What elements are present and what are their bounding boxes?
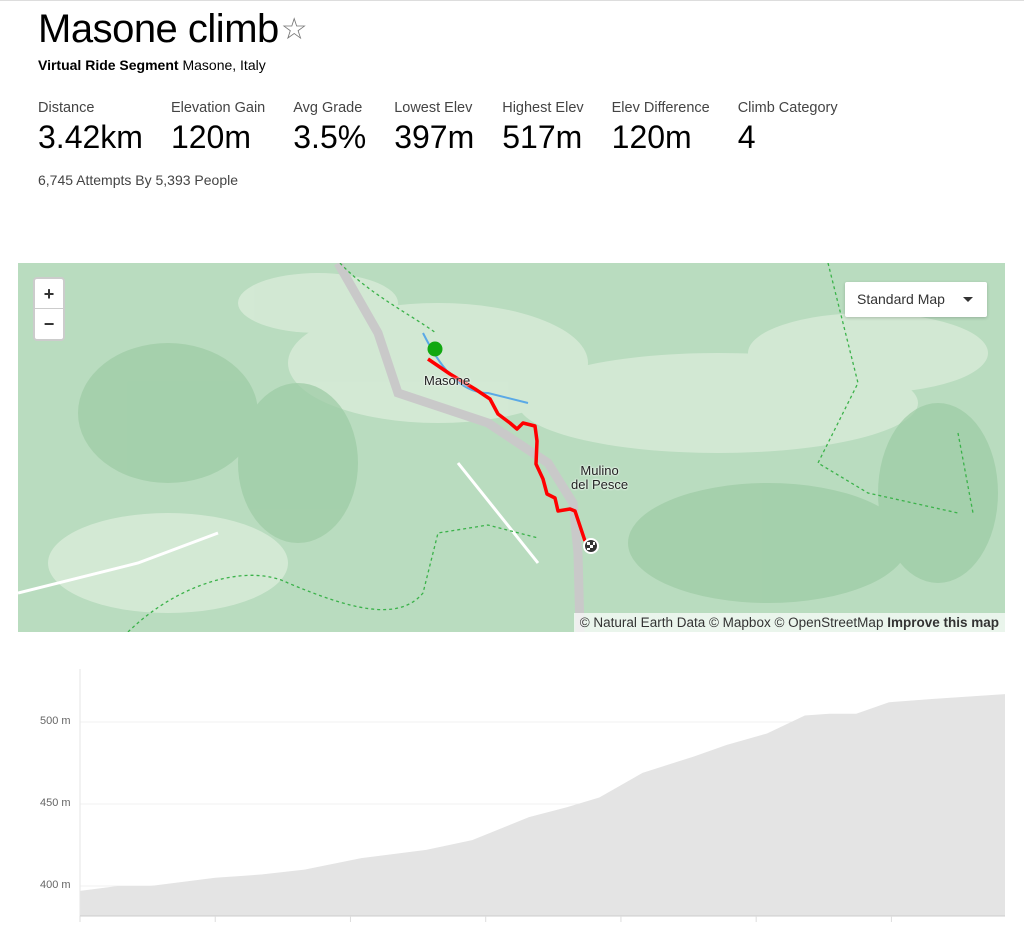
elevation-chart-svg[interactable] [0,661,1024,925]
stat-distance: Distance 3.42km [38,100,143,156]
segment-map[interactable]: Masone Mulino del Pesce + − Standard Map … [18,263,1005,632]
stat-value: 120m [611,119,692,155]
stat-climb-category: Climb Category 4 [738,100,838,156]
improve-map-link[interactable]: Improve this map [887,615,999,630]
segment-location: Masone, Italy [182,57,266,73]
zoom-in-button[interactable]: + [35,279,63,309]
stat-elev-difference: Elev Difference 120m [612,100,710,156]
caret-down-icon [963,297,973,302]
segment-title: Masone climb [38,7,279,51]
stat-label: Distance [38,100,95,116]
map-label-mulino: Mulino del Pesce [571,464,628,492]
y-tick-label: 400 m [40,879,71,891]
elevation-area [80,694,1005,916]
stat-label: Avg Grade [293,100,363,116]
stat-highest-elev: Highest Elev 517m [502,100,583,156]
segment-route[interactable] [427,357,587,542]
zoom-out-button[interactable]: − [43,314,55,334]
road [18,462,540,595]
stat-value: 517m [502,119,583,155]
terrain-dark [78,343,998,603]
map-canvas[interactable] [18,263,1005,632]
stat-elevation-gain: Elevation Gain 120m [171,100,265,156]
page-title: Masone climb ☆ [38,7,308,52]
start-marker-icon [427,341,443,357]
stat-label: Climb Category [737,100,838,116]
map-label-line: del Pesce [571,477,629,492]
segment-subtitle: Virtual Ride Segment Masone, Italy [38,57,266,73]
elevation-chart[interactable]: 500 m 450 m 400 m [0,661,1024,925]
stat-label: Elev Difference [611,100,710,116]
stat-label: Highest Elev [502,100,584,116]
stat-value: 397m [394,119,475,155]
highway [334,263,585,632]
stat-value: 120m [170,119,251,155]
segment-type: Virtual Ride Segment [38,57,179,73]
map-label-line: Mulino [580,463,619,478]
stat-label: Elevation Gain [170,100,266,116]
stat-value: 4 [737,119,756,155]
stat-value: 3.5% [293,119,367,155]
stat-lowest-elev: Lowest Elev 397m [394,100,474,156]
y-tick-label: 500 m [40,715,71,727]
map-style-select[interactable]: Standard Map [845,282,987,317]
y-tick-label: 450 m [40,797,71,809]
boundary-trail [127,263,974,632]
attempts-count: 6,745 Attempts By 5,393 People [38,172,239,188]
zoom-controls: + − [33,277,65,341]
map-style-label: Standard Map [857,291,945,307]
map-attribution: © Natural Earth Data © Mapbox © OpenStre… [573,613,1005,632]
map-label-masone: Masone [424,373,471,388]
stat-label: Lowest Elev [394,100,473,116]
finish-flag-icon [583,538,599,554]
stat-value: 3.42km [38,119,143,155]
stats-row: Distance 3.42km Elevation Gain 120m Avg Gr… [38,100,866,156]
terrain-light [48,273,988,613]
attribution-text: © Natural Earth Data © Mapbox © OpenStre… [579,615,884,630]
stat-avg-grade: Avg Grade 3.5% [293,100,366,156]
star-outline-icon[interactable]: ☆ [280,13,308,46]
